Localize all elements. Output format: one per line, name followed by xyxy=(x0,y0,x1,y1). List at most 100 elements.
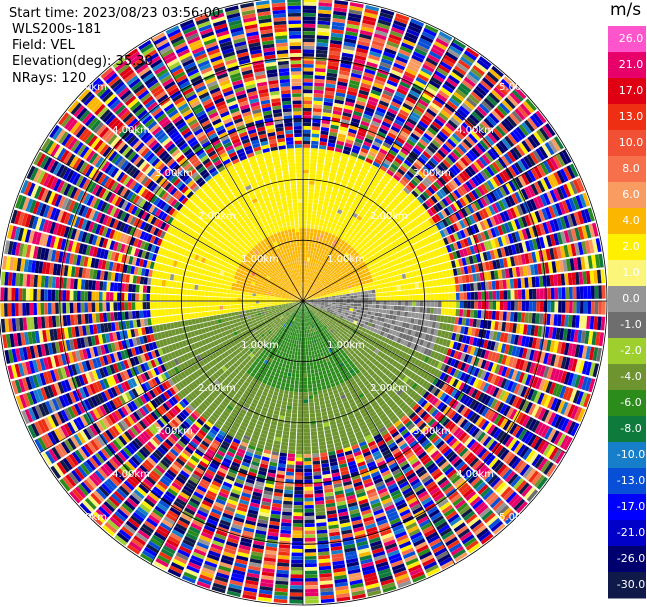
velocity-gate xyxy=(303,104,312,108)
velocity-gate xyxy=(448,45,463,56)
velocity-gate xyxy=(309,289,312,293)
velocity-gate xyxy=(344,233,350,239)
velocity-gate xyxy=(481,291,486,300)
velocity-gate xyxy=(339,298,343,301)
velocity-gate xyxy=(348,83,359,90)
velocity-gate xyxy=(382,305,387,310)
velocity-gate xyxy=(312,269,315,274)
velocity-gate xyxy=(310,277,314,281)
velocity-gate xyxy=(328,302,332,304)
velocity-gate xyxy=(316,35,329,40)
velocity-gate xyxy=(304,294,307,298)
velocity-gate xyxy=(336,232,341,238)
velocity-gate xyxy=(307,280,310,284)
velocity-gate xyxy=(387,319,393,324)
velocity-gate xyxy=(305,570,318,575)
velocity-gate xyxy=(374,79,385,86)
velocity-gate xyxy=(410,179,419,187)
velocity-gate xyxy=(303,373,307,378)
velocity-gate xyxy=(350,191,357,197)
velocity-gate xyxy=(354,218,361,224)
velocity-gate xyxy=(303,71,314,76)
velocity-gate xyxy=(307,213,312,218)
velocity-gate xyxy=(463,50,477,61)
velocity-gate xyxy=(309,239,313,244)
velocity-gate xyxy=(334,249,339,254)
velocity-gate xyxy=(357,291,361,295)
velocity-gate xyxy=(336,265,341,269)
velocity-gate xyxy=(385,44,398,52)
velocity-gate xyxy=(342,250,347,255)
velocity-gate xyxy=(332,265,337,270)
velocity-gate xyxy=(547,288,551,300)
velocity-gate xyxy=(396,136,406,145)
velocity-gate xyxy=(405,295,409,301)
velocity-gate xyxy=(382,141,392,149)
velocity-gate xyxy=(317,268,321,273)
velocity-gate xyxy=(307,344,311,348)
velocity-gate xyxy=(305,290,308,295)
velocity-gate xyxy=(303,239,306,243)
velocity-gate xyxy=(314,401,320,406)
velocity-gate xyxy=(399,109,410,117)
velocity-gate xyxy=(329,229,334,235)
velocity-gate xyxy=(376,22,390,30)
velocity-gate xyxy=(339,262,344,267)
velocity-gate xyxy=(473,108,485,120)
velocity-gate xyxy=(436,315,441,322)
velocity-gate xyxy=(312,457,320,462)
velocity-gate xyxy=(317,203,323,209)
velocity-gate xyxy=(503,76,516,88)
velocity-gate xyxy=(461,79,474,90)
velocity-gate xyxy=(437,293,442,300)
velocity-gate xyxy=(318,226,323,231)
velocity-gate xyxy=(344,142,353,148)
velocity-gate xyxy=(328,298,332,300)
velocity-gate xyxy=(358,89,370,96)
velocity-gate xyxy=(412,176,421,185)
velocity-gate xyxy=(305,599,319,604)
velocity-gate xyxy=(386,79,398,87)
velocity-gate xyxy=(402,279,408,285)
velocity-gate xyxy=(306,366,311,371)
velocity-gate xyxy=(390,210,398,218)
velocity-gate xyxy=(338,163,346,169)
velocity-gate xyxy=(338,74,350,80)
velocity-gate xyxy=(316,256,320,260)
velocity-gate xyxy=(360,82,372,89)
velocity-gate xyxy=(334,216,340,221)
velocity-gate xyxy=(309,170,316,174)
velocity-gate xyxy=(367,218,374,225)
velocity-gate xyxy=(303,27,316,32)
velocity-gate xyxy=(331,270,336,274)
velocity-gate xyxy=(394,301,398,306)
velocity-gate xyxy=(366,61,378,68)
velocity-gate xyxy=(373,281,378,286)
velocity-gate xyxy=(319,145,327,150)
velocity-gate xyxy=(313,100,323,105)
velocity-gate xyxy=(330,32,344,38)
velocity-gate xyxy=(393,286,398,291)
velocity-gate xyxy=(416,141,426,150)
velocity-gate xyxy=(446,100,458,110)
velocity-gate xyxy=(412,295,416,301)
velocity-gate xyxy=(305,574,318,579)
velocity-gate xyxy=(374,137,383,145)
velocity-gate xyxy=(335,299,340,301)
velocity-gate xyxy=(321,182,328,187)
velocity-gate xyxy=(312,122,321,127)
velocity-gate xyxy=(439,278,445,286)
velocity-gate xyxy=(310,261,314,266)
velocity-gate xyxy=(387,107,398,115)
velocity-gate xyxy=(401,176,410,184)
velocity-gate xyxy=(347,132,356,138)
velocity-gate xyxy=(379,301,384,305)
velocity-gate xyxy=(303,250,306,254)
velocity-gate xyxy=(308,188,314,193)
velocity-gate xyxy=(385,282,390,288)
velocity-gate xyxy=(452,301,457,308)
velocity-gate xyxy=(328,296,332,299)
velocity-gate xyxy=(388,34,402,42)
velocity-gate xyxy=(361,304,365,307)
velocity-gate xyxy=(349,306,354,309)
